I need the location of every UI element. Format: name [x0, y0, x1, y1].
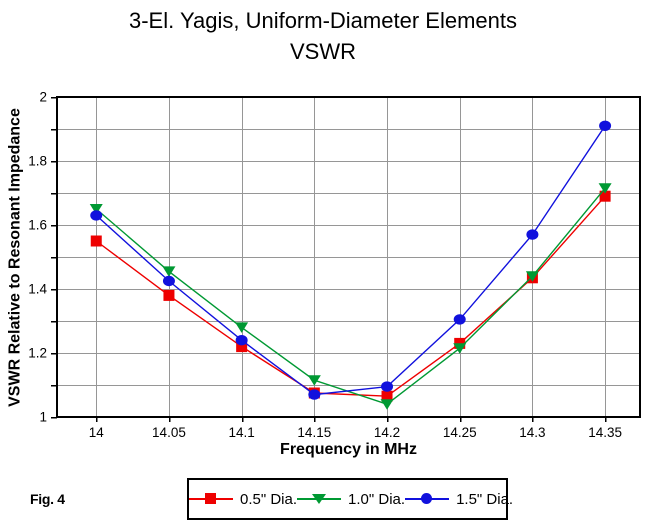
svg-text:14: 14: [89, 425, 105, 440]
svg-text:14.2: 14.2: [374, 425, 400, 440]
svg-text:1.6: 1.6: [28, 218, 47, 233]
legend-label: 1.5" Dia.: [456, 490, 514, 508]
x-axis-label: Frequency in MHz: [280, 441, 417, 458]
chart-title: 3-El. Yagis, Uniform-Diameter Elements V…: [0, 5, 646, 67]
svg-text:14.05: 14.05: [152, 425, 186, 440]
svg-text:2: 2: [39, 90, 47, 105]
legend-item-10-dia: 1.0" Dia.: [297, 491, 405, 508]
y-axis-label: VSWR Relative to Resonant Impedance: [6, 108, 24, 407]
legend-item-05-dia: 0.5" Dia.: [189, 491, 297, 508]
figure-number-label: Fig. 4: [30, 491, 65, 507]
svg-text:1.8: 1.8: [28, 154, 47, 169]
blue-circle-marker-icon: [405, 493, 450, 505]
svg-text:14.3: 14.3: [519, 425, 545, 440]
chart-title-line1: 3-El. Yagis, Uniform-Diameter Elements: [129, 8, 517, 33]
green-triangle-marker-icon: [297, 493, 342, 505]
chart-legend: 0.5" Dia. 1.0" Dia. 1.5" Dia.: [187, 478, 513, 520]
legend-label: 1.0" Dia.: [348, 490, 406, 508]
red-square-marker-icon: [189, 493, 233, 505]
svg-text:14.15: 14.15: [297, 425, 331, 440]
svg-text:1.2: 1.2: [28, 346, 47, 361]
svg-text:14.35: 14.35: [588, 425, 622, 440]
svg-text:14.1: 14.1: [229, 425, 255, 440]
chart-title-line2: VSWR: [290, 39, 356, 64]
svg-text:1.4: 1.4: [28, 282, 47, 297]
legend-item-15-dia: 1.5" Dia.: [405, 491, 513, 508]
legend-label: 0.5" Dia.: [240, 490, 298, 508]
svg-text:14.25: 14.25: [443, 425, 477, 440]
svg-text:1: 1: [39, 410, 47, 425]
